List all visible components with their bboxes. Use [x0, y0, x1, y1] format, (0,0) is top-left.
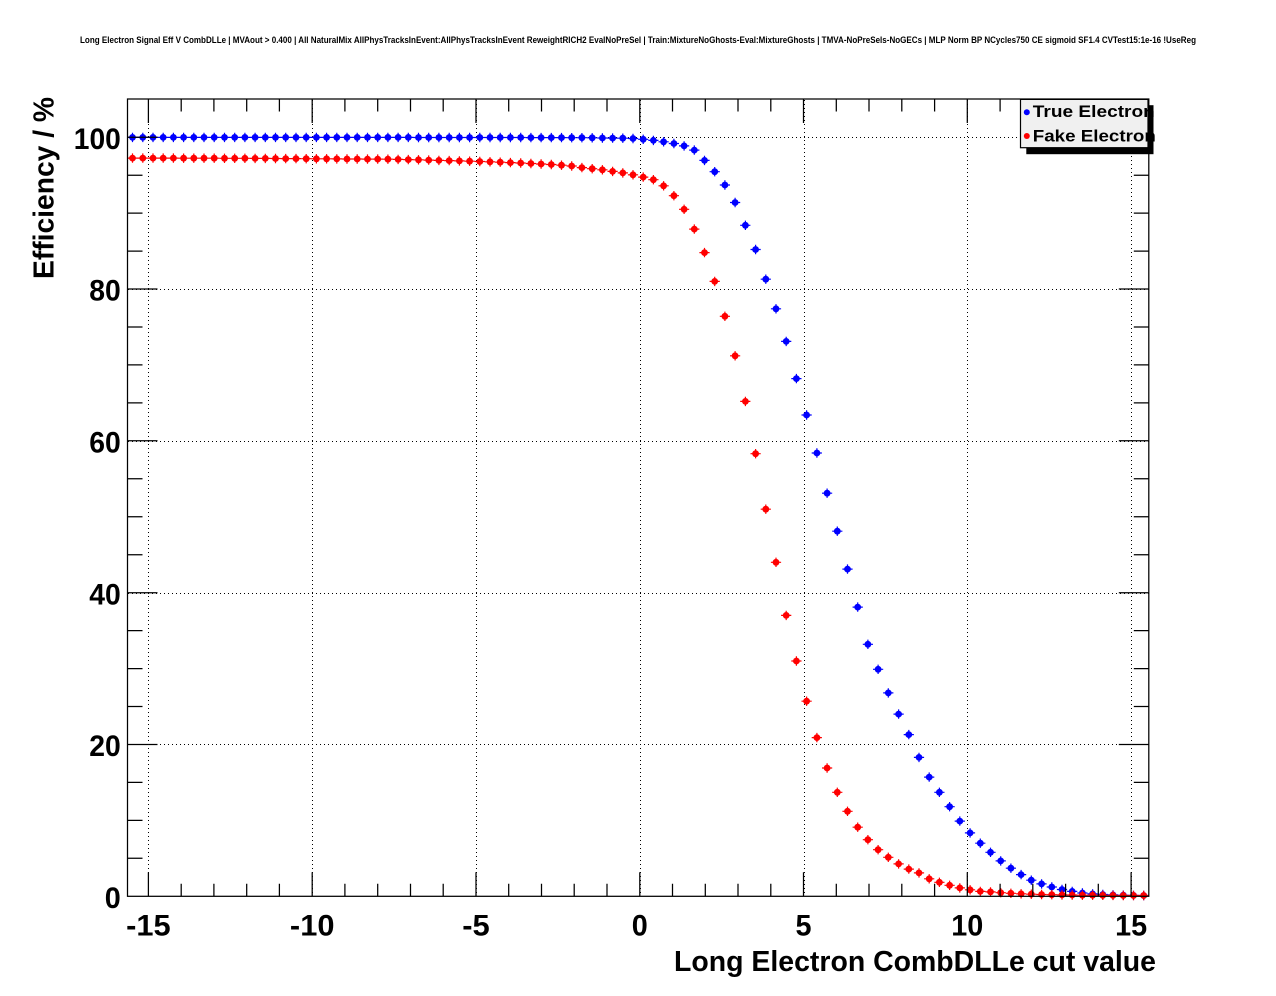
svg-text:60: 60 — [89, 427, 121, 460]
svg-text:0: 0 — [105, 882, 121, 915]
svg-text:Efficiency / %: Efficiency / % — [29, 97, 61, 279]
svg-text:-5: -5 — [462, 910, 490, 943]
svg-text:-15: -15 — [126, 910, 171, 943]
svg-text:20: 20 — [89, 730, 121, 763]
svg-text:Fake Electron: Fake Electron — [1033, 126, 1156, 145]
svg-text:True Electron: True Electron — [1033, 102, 1155, 121]
svg-text:100: 100 — [74, 123, 121, 156]
svg-text:-10: -10 — [290, 910, 335, 943]
svg-text:Long Electron Signal Eff V Com: Long Electron Signal Eff V CombDLLe | MV… — [80, 35, 1196, 45]
svg-text:80: 80 — [89, 275, 121, 308]
svg-text:Long Electron CombDLLe cut val: Long Electron CombDLLe cut value — [674, 946, 1156, 978]
svg-text:0: 0 — [632, 910, 648, 943]
svg-text:15: 15 — [1115, 910, 1147, 943]
svg-text:5: 5 — [796, 910, 812, 943]
svg-text:10: 10 — [951, 910, 983, 943]
svg-text:40: 40 — [89, 578, 121, 611]
